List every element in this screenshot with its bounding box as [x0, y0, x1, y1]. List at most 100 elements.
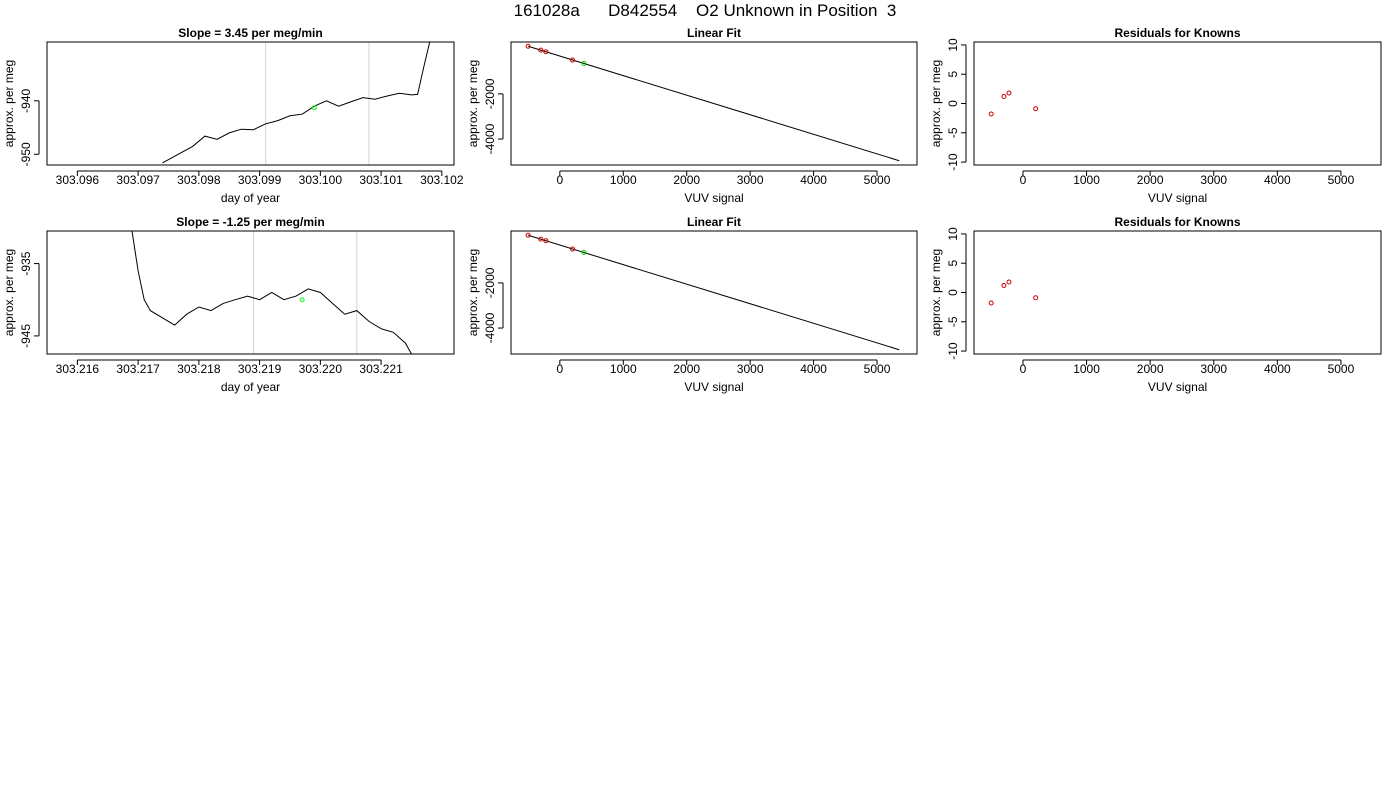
plot-frame — [46, 41, 455, 166]
plot-frame — [510, 41, 918, 166]
x-tick-label: 5000 — [864, 362, 891, 376]
data-point — [538, 236, 544, 242]
x-tick-label: 303.218 — [177, 362, 221, 376]
plot-frame — [973, 41, 1382, 166]
data-point — [988, 300, 994, 306]
plot-area — [988, 90, 1039, 117]
fit-line — [527, 234, 900, 351]
y-tick-label: -2000 — [483, 267, 497, 298]
data-point — [538, 47, 544, 53]
fit-line — [527, 45, 900, 162]
y-tick-label: -10 — [946, 153, 960, 171]
y-axis-label: approx. per meg — [929, 60, 943, 147]
plot-frame — [973, 230, 1382, 355]
y-tick-label: -4000 — [483, 123, 497, 154]
slope-panel-2: Slope = -1.25 per meg/min 303.216 303.217 3… — [2, 215, 455, 394]
x-tick-label: 3000 — [1200, 362, 1227, 376]
x-tick-label: 1000 — [1073, 173, 1100, 187]
x-tick-label: 0 — [557, 362, 564, 376]
x-tick-label: 303.217 — [116, 362, 160, 376]
data-point — [570, 246, 576, 252]
x-tick-label: 5000 — [1328, 362, 1355, 376]
y-axis-label: approx. per meg — [2, 60, 16, 147]
x-axis-label: VUV signal — [1148, 380, 1207, 394]
figure-title: 161028a D842554 O2 Unknown in Position 3 — [513, 1, 897, 20]
x-tick-label: 303.096 — [56, 173, 100, 187]
x-tick-label: 3000 — [737, 362, 764, 376]
y-tick-label: 0 — [946, 289, 960, 296]
data-point — [988, 111, 994, 117]
plot-area — [162, 42, 431, 165]
panel-title: Residuals for Knowns — [1114, 26, 1240, 40]
x-tick-label: 1000 — [610, 173, 637, 187]
y-tick-label: -5 — [946, 316, 960, 327]
x-tick-label: 3000 — [737, 173, 764, 187]
data-point — [543, 238, 549, 244]
linear-fit-panel-1: Linear Fit 0 1000 2000 3000 4000 5000 VUV signa… — [466, 26, 918, 205]
y-tick-label: -10 — [946, 342, 960, 360]
data-point — [1033, 295, 1039, 301]
linear-fit-panel-2: Linear Fit 0 1000 2000 3000 4000 5000 VUV signa… — [466, 215, 918, 394]
plot-area — [525, 232, 900, 351]
panel-title: Slope = -1.25 per meg/min — [176, 215, 324, 229]
x-tick-label: 4000 — [1264, 173, 1291, 187]
y-tick-label: -945 — [19, 324, 33, 348]
x-tick-label: 303.100 — [299, 173, 343, 187]
y-tick-label: 5 — [946, 71, 960, 78]
x-tick-label: 4000 — [800, 173, 827, 187]
x-axis-label: VUV signal — [684, 191, 743, 205]
x-tick-label: 303.219 — [238, 362, 282, 376]
slope-panel-1: Slope = 3.45 per meg/min 303.096 303.097 30… — [2, 26, 464, 205]
x-tick-label: 2000 — [1137, 362, 1164, 376]
y-tick-label: -4000 — [483, 312, 497, 343]
data-point — [1006, 90, 1012, 96]
panel-title: Slope = 3.45 per meg/min — [178, 26, 322, 40]
data-point — [581, 249, 587, 255]
x-axis-label: VUV signal — [684, 380, 743, 394]
x-axis-label: VUV signal — [1148, 191, 1207, 205]
data-point — [525, 43, 531, 49]
data-point — [543, 49, 549, 55]
y-tick-label: -940 — [19, 88, 33, 112]
data-point — [1033, 106, 1039, 112]
x-axis-label: day of year — [221, 191, 280, 205]
series-line — [131, 231, 412, 354]
plot-area — [525, 43, 900, 162]
x-tick-label: 303.220 — [299, 362, 343, 376]
y-tick-label: -5 — [946, 127, 960, 138]
x-tick-label: 303.216 — [56, 362, 100, 376]
panel-title: Residuals for Knowns — [1114, 215, 1240, 229]
data-point — [1001, 282, 1007, 288]
x-tick-label: 0 — [1020, 173, 1027, 187]
x-tick-label: 2000 — [673, 173, 700, 187]
x-tick-label: 4000 — [1264, 362, 1291, 376]
x-tick-label: 4000 — [800, 362, 827, 376]
x-axis-label: day of year — [221, 380, 280, 394]
residuals-panel-2: Residuals for Knowns 0 1000 2000 3000 4000 500… — [929, 215, 1382, 394]
unknown-point — [311, 105, 317, 111]
plot-area — [131, 231, 412, 354]
residuals-panel-1: Residuals for Knowns 0 1000 2000 3000 4000 500… — [929, 26, 1382, 205]
y-tick-label: 10 — [946, 38, 960, 52]
x-tick-label: 0 — [557, 173, 564, 187]
x-tick-label: 5000 — [864, 173, 891, 187]
y-tick-label: 0 — [946, 100, 960, 107]
data-point — [1006, 279, 1012, 285]
x-tick-label: 1000 — [1073, 362, 1100, 376]
x-tick-label: 0 — [1020, 362, 1027, 376]
x-tick-label: 1000 — [610, 362, 637, 376]
data-point — [1001, 93, 1007, 99]
panel-title: Linear Fit — [687, 215, 741, 229]
y-tick-label: -935 — [19, 251, 33, 275]
y-axis-label: approx. per meg — [466, 249, 480, 336]
plot-frame — [510, 230, 918, 355]
x-tick-label: 303.097 — [116, 173, 160, 187]
x-tick-label: 2000 — [673, 362, 700, 376]
x-tick-label: 3000 — [1200, 173, 1227, 187]
plot-area — [988, 279, 1039, 306]
x-tick-label: 303.221 — [359, 362, 403, 376]
data-point — [581, 60, 587, 66]
unknown-point — [299, 297, 305, 303]
series-line — [162, 42, 431, 164]
y-axis-label: approx. per meg — [929, 249, 943, 336]
